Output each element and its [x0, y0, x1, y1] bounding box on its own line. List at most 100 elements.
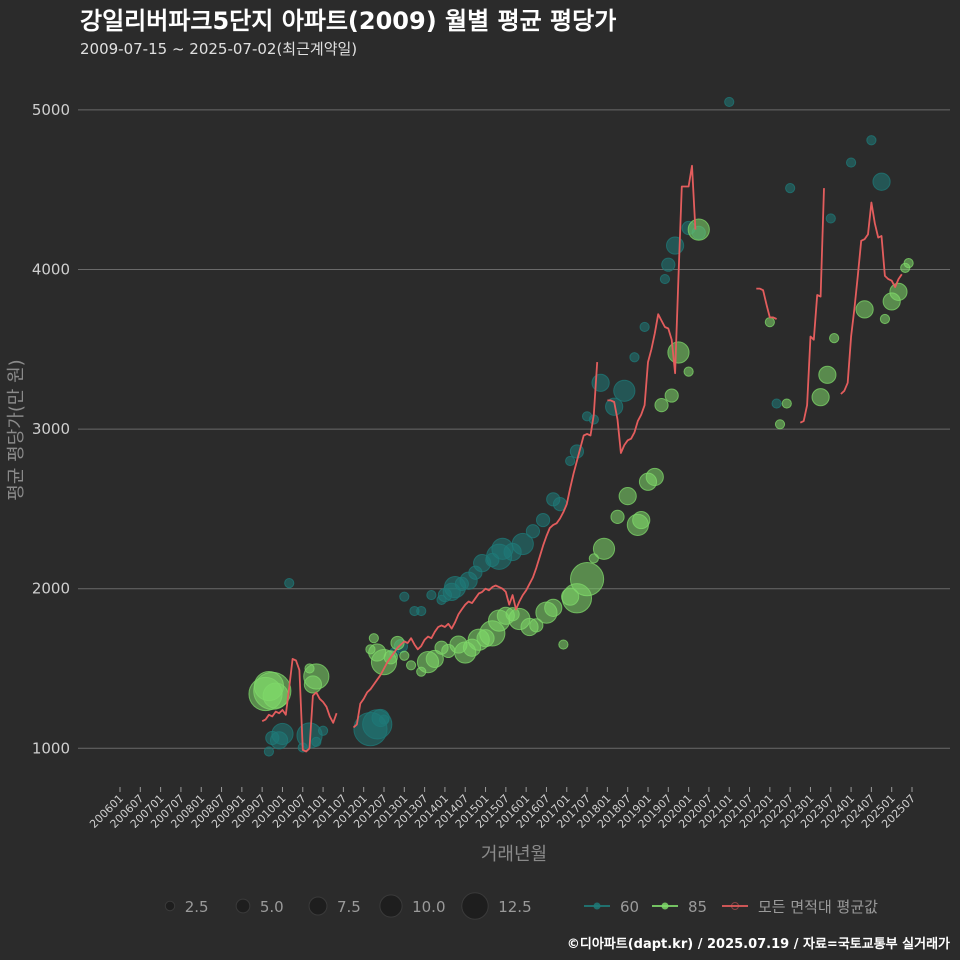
x-axis-label: 거래년월: [481, 844, 547, 865]
point-60: [785, 183, 796, 194]
chart-title: 강일리버파크5단지 아파트(2009) 월별 평균 평당가: [80, 7, 616, 35]
point-60: [825, 213, 836, 224]
point-60: [665, 236, 685, 255]
point-60: [416, 605, 427, 617]
point-85: [476, 629, 495, 648]
point-60: [659, 273, 671, 285]
point-85: [416, 666, 427, 677]
x-axis-ticks: 2006012006072007012007072008012008072009…: [87, 787, 918, 831]
point-60: [399, 591, 410, 602]
size-legend-label: 2.5: [185, 898, 209, 916]
point-85: [558, 639, 569, 650]
point-60: [468, 565, 483, 580]
series-legend-marker: [661, 902, 669, 910]
y-tick-label: 3000: [32, 420, 70, 438]
point-85: [365, 644, 376, 655]
point-85: [889, 282, 908, 301]
series-legend-marker: [731, 902, 739, 910]
point-60: [263, 746, 275, 757]
point-85: [618, 487, 637, 506]
size-legend-label: 5.0: [260, 898, 284, 916]
point-85: [561, 587, 580, 606]
y-tick-label: 2000: [32, 580, 70, 598]
point-85: [462, 638, 482, 657]
series-legend-label: 모든 면적대 평균값: [758, 898, 878, 916]
size-legend-marker: [235, 898, 251, 914]
point-85: [632, 510, 651, 530]
point-85: [390, 635, 405, 651]
point-85: [774, 419, 786, 430]
point-85: [368, 633, 379, 644]
point-85: [544, 598, 563, 617]
point-60: [845, 157, 857, 168]
size-legend-label: 7.5: [337, 898, 361, 916]
y-tick-label: 5000: [32, 101, 70, 119]
average-line-segment: [840, 201, 903, 395]
point-60: [639, 321, 650, 333]
point-85: [262, 682, 289, 709]
point-60: [771, 398, 782, 409]
point-85: [592, 537, 616, 560]
point-60: [454, 576, 469, 592]
point-85: [664, 388, 679, 403]
point-60: [378, 714, 390, 725]
point-85: [425, 649, 444, 669]
point-85: [667, 341, 690, 364]
point-60: [629, 352, 640, 363]
point-85: [303, 675, 323, 694]
point-85: [879, 313, 891, 325]
point-60: [525, 524, 541, 539]
point-60: [724, 96, 735, 108]
point-85: [304, 663, 315, 674]
point-60: [317, 725, 329, 736]
y-axis-ticks: 1000 2000 3000 4000 5000: [32, 101, 70, 757]
size-legend-marker: [308, 896, 328, 916]
point-60: [485, 552, 500, 568]
size-legend-label: 12.5: [498, 898, 531, 916]
point-85: [405, 660, 417, 671]
size-legend-marker: [461, 892, 489, 920]
legend: 2.5 5.0 7.5 10.0 12.5 60 85 모든 면적대 평균값: [164, 892, 878, 920]
point-85: [687, 218, 710, 241]
point-60: [872, 172, 891, 191]
point-60: [866, 135, 877, 146]
point-85: [505, 607, 520, 622]
point-60: [436, 594, 447, 605]
size-legend-label: 10.0: [412, 898, 445, 916]
point-85: [829, 333, 840, 344]
point-85: [781, 398, 792, 409]
series-legend-marker: [593, 902, 601, 910]
point-60: [565, 455, 576, 467]
point-60: [284, 578, 295, 589]
point-85: [654, 398, 669, 413]
point-60: [535, 512, 551, 528]
y-tick-label: 4000: [32, 260, 70, 278]
series-85-points: [248, 218, 914, 712]
point-85: [903, 258, 914, 269]
point-85: [645, 467, 664, 487]
source-caption: ©디아파트(dapt.kr) / 2025.07.19 / 자료=국토교통부 실…: [567, 936, 950, 952]
point-85: [855, 300, 874, 319]
average-line-segment: [799, 188, 825, 424]
average-line-segment: [756, 287, 777, 320]
size-legend-marker: [164, 900, 176, 912]
point-85: [610, 509, 625, 524]
average-line-segment: [261, 658, 338, 753]
point-60: [661, 257, 676, 272]
average-line-segment: [352, 362, 599, 729]
point-85: [811, 388, 830, 407]
average-line: [261, 164, 903, 753]
point-60: [311, 736, 322, 748]
point-60: [265, 730, 280, 746]
gridlines: [78, 109, 950, 749]
point-85: [588, 553, 599, 564]
point-60: [605, 397, 624, 416]
point-60: [613, 379, 636, 402]
series-legend-label: 60: [620, 898, 639, 916]
size-legend-marker: [379, 894, 403, 918]
point-60: [426, 589, 437, 601]
point-60: [503, 542, 522, 562]
y-axis-label: 평균 평당가(만 원): [6, 359, 27, 500]
point-85: [764, 317, 775, 328]
average-line-segment: [607, 164, 697, 454]
